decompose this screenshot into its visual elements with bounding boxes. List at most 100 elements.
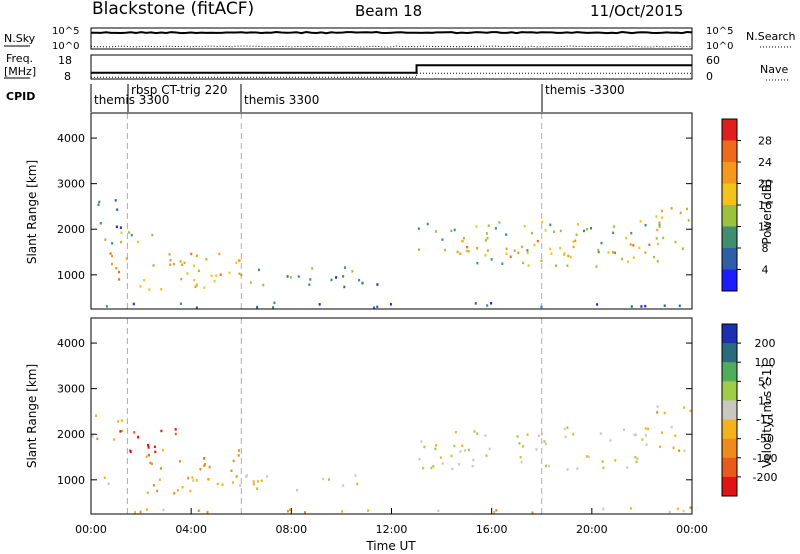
data-cell [523,225,526,228]
data-cell [328,478,330,481]
colorbar-swatch [722,457,737,478]
data-cell [451,467,454,471]
data-cell [475,225,478,228]
colorbar-swatch [722,226,737,249]
y-tick-label: 1000 [57,269,85,282]
data-cell [600,241,603,245]
data-cell [139,285,142,288]
data-cell [308,283,311,286]
data-cell [266,475,268,478]
data-cell [541,220,544,224]
x-tick-label: 20:00 [576,523,608,536]
data-cell [228,271,231,275]
data-cell [670,207,673,210]
data-cell [356,482,359,486]
data-cell [311,267,314,270]
data-cell [430,466,433,470]
data-cell [376,305,379,309]
data-cell [462,236,465,240]
data-cell [661,431,663,434]
data-cell [566,468,569,471]
data-cell [152,484,155,487]
y-tick-label: 4000 [57,337,85,350]
data-cell [487,224,490,227]
x-tick-label: 08:00 [275,523,307,536]
data-cell [653,255,655,259]
data-cell [206,510,209,514]
data-cell [668,510,671,514]
data-cell [572,432,575,436]
data-cell [630,231,633,235]
data-cell [118,270,120,274]
colorbar-swatch [722,162,737,184]
data-cell [120,419,123,422]
data-cell [159,467,162,470]
data-cell [633,433,636,437]
data-cell [531,231,533,235]
data-cell [518,442,521,445]
data-cell [536,239,539,243]
colorbar-tick-label: 15 [758,394,772,407]
data-cell [120,240,123,244]
data-cell [640,305,643,308]
data-cell [574,239,577,242]
data-cell [173,492,176,495]
data-cell [683,406,686,409]
data-cell [158,478,161,481]
data-cell [656,411,659,414]
colorbar-swatch [722,269,737,292]
data-cell [231,481,234,484]
data-cell [195,479,198,482]
data-cell [644,251,647,254]
colorbar-tick-label: 12 [758,221,772,234]
y-tick-label: 2000 [57,223,85,236]
y-tick-label: 2000 [57,428,85,441]
data-cell [172,262,175,266]
data-cell [125,257,128,260]
data-cell [304,511,306,514]
data-cell [564,435,567,439]
power-panel: 1000 2000 3000 4000 Slant Range [km] 4 8 12 16… [25,112,774,310]
velocity-y-axis: 1000 2000 3000 4000 [57,337,692,487]
data-cell [289,276,292,279]
data-cell [638,246,641,250]
data-cell [197,269,200,273]
data-cell [235,475,238,478]
data-cell [111,254,113,258]
date-label: 11/Oct/2015 [590,2,683,20]
data-cell [286,275,289,278]
data-cell [235,261,238,264]
data-cell [623,428,625,432]
colorbar-swatch [722,119,737,141]
colorbar-tick-label: 4 [762,264,769,277]
cpid-segment-label: themis 3300 [244,93,319,107]
nsky-left-tick-high: 10^5 [52,26,79,37]
data-cell [130,233,133,237]
colorbar-tick-label: -15 [756,414,774,427]
data-cell [597,250,600,254]
data-cell [435,230,437,233]
data-cell [526,249,529,252]
data-cell [232,459,235,463]
data-cell [662,236,665,240]
data-cell [216,482,219,486]
data-cell [575,233,578,236]
freq-label: Freq. [6,52,33,65]
power-plot-background [91,113,692,309]
data-cell [168,253,171,256]
data-cell [146,508,148,511]
data-cell [196,284,198,287]
data-cell [423,445,426,449]
data-cell [441,238,444,241]
data-cell [215,274,218,277]
data-cell [493,511,496,514]
velocity-cpid-markers [126,318,543,514]
data-cell [116,208,119,211]
data-cell [540,432,543,436]
data-cell [467,250,470,253]
beam-label: Beam 18 [355,2,422,20]
data-cell [143,279,146,282]
data-cell [195,254,198,258]
data-cell [486,304,489,307]
data-cell [148,288,151,291]
